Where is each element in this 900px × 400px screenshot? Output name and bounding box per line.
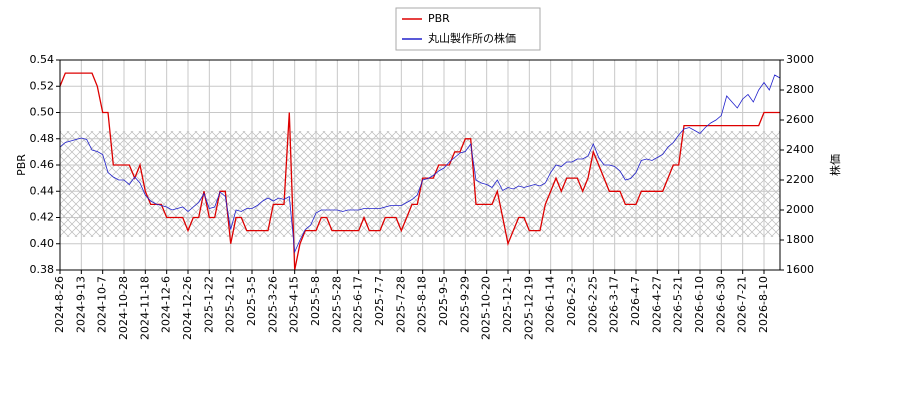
x-tick-label: 2024-10-28 <box>117 276 130 340</box>
x-tick-label: 2025-4-15 <box>288 276 301 333</box>
y2-tick-label: 2600 <box>786 113 814 126</box>
plot-frame <box>59 59 781 271</box>
x-tick-label: 2025-10-20 <box>480 276 493 340</box>
y2-tick-label: 1600 <box>786 263 814 276</box>
x-tick-label: 2025-7-7 <box>373 276 386 326</box>
x-tick-label: 2026-5-21 <box>672 276 685 333</box>
y-tick-label: 0.42 <box>30 211 55 224</box>
x-tick-label: 2025-3-5 <box>245 276 258 326</box>
y-tick-label: 0.52 <box>30 79 55 92</box>
y2-tick-label: 1800 <box>786 233 814 246</box>
x-tick-label: 2026-2-3 <box>565 276 578 326</box>
x-tick-label: 2024-8-26 <box>53 276 66 333</box>
y-tick-label: 0.54 <box>30 53 55 66</box>
x-tick-label: 2026-6-10 <box>693 276 706 333</box>
x-tick-label: 2026-4-7 <box>629 276 642 326</box>
y-tick-label: 0.46 <box>30 158 55 171</box>
y2-tick-label: 3000 <box>786 53 814 66</box>
x-tick-label: 2025-12-19 <box>522 276 535 340</box>
x-tick-label: 2024-9-13 <box>74 276 87 333</box>
y-tick-label: 0.48 <box>30 132 55 145</box>
y-tick-label: 0.38 <box>30 263 55 276</box>
y-axis-label: PBR <box>15 154 28 176</box>
x-tick-label: 2025-6-17 <box>352 276 365 333</box>
y2-tick-label: 2800 <box>786 83 814 96</box>
x-tick-label: 2025-3-26 <box>266 276 279 333</box>
legend-box <box>395 7 541 51</box>
y-tick-label: 0.50 <box>30 106 55 119</box>
y2-tick-label: 2400 <box>786 143 814 156</box>
x-tick-label: 2026-2-25 <box>586 276 599 333</box>
y2-tick-label: 2000 <box>786 203 814 216</box>
x-tick-label: 2024-11-18 <box>138 276 151 340</box>
y-tick-label: 0.44 <box>30 184 55 197</box>
y2-axis-label: 株価 <box>828 154 842 176</box>
x-tick-label: 2026-8-10 <box>757 276 770 333</box>
x-tick-label: 2025-5-28 <box>330 276 343 333</box>
y-tick-label: 0.40 <box>30 237 55 250</box>
legend-label: 丸山製作所の株価 <box>428 31 516 45</box>
line-series <box>60 72 780 270</box>
range-band <box>60 131 780 237</box>
x-tick-label: 2024-12-26 <box>181 276 194 340</box>
y2-tick-label: 2200 <box>786 173 814 186</box>
x-tick-label: 2024-12-6 <box>160 276 173 333</box>
x-tick-label: 2025-9-5 <box>437 276 450 326</box>
x-tick-label: 2025-12-1 <box>501 276 514 333</box>
x-tick-label: 2025-8-18 <box>416 276 429 333</box>
x-tick-label: 2026-6-30 <box>714 276 727 333</box>
x-tick-label: 2026-7-21 <box>736 276 749 333</box>
x-tick-label: 2025-1-22 <box>202 276 215 333</box>
legend-label: PBR <box>428 12 450 25</box>
legend: PBR 丸山製作所の株価 <box>395 7 541 51</box>
x-tick-label: 2026-1-14 <box>544 276 557 333</box>
x-tick-label: 2025-2-12 <box>224 276 237 333</box>
x-tick-label: 2025-7-28 <box>394 276 407 333</box>
x-tick-label: 2026-4-27 <box>650 276 663 333</box>
x-tick-label: 2025-5-8 <box>309 276 322 326</box>
x-tick-label: 2026-3-17 <box>608 276 621 333</box>
line-series <box>60 74 780 254</box>
x-tick-label: 2024-10-7 <box>96 276 109 333</box>
x-tick-label: 2025-9-29 <box>458 276 471 333</box>
